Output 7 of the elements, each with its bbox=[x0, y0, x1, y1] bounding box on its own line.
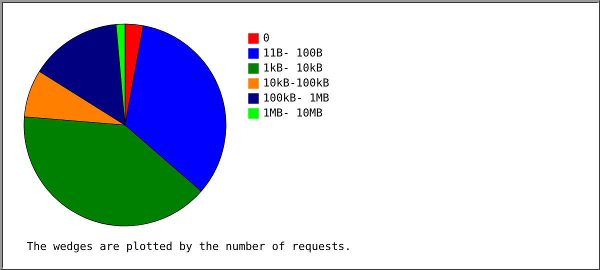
text: The wedges are plotted by the number of requests. bbox=[26, 240, 352, 254]
legend-label: 1MB- 10MB bbox=[263, 106, 323, 120]
legend-label: 10kB-100kB bbox=[263, 76, 330, 90]
legend-label: 0 bbox=[263, 32, 270, 44]
legend-label: 100kB- 1MB bbox=[263, 92, 330, 104]
legend-label: 1kB- 10kB bbox=[263, 62, 323, 74]
legend-label: 11B- 100B bbox=[263, 46, 323, 60]
